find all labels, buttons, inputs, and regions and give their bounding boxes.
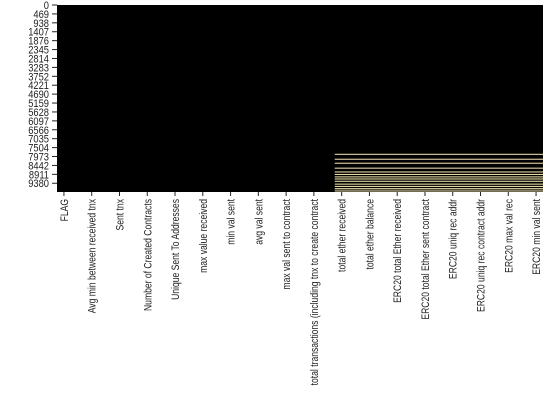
y-tick-label: 4221: [28, 81, 49, 93]
x-tick-label: Unique Sent To Addresses: [170, 199, 182, 300]
x-tick-label: FLAG: [59, 199, 71, 221]
y-tick-label: 1407: [28, 27, 49, 39]
x-tick-label: max value received: [198, 199, 210, 273]
y-tick-label: 4690: [28, 90, 49, 102]
y-tick-label: 2814: [28, 54, 49, 66]
x-tick-label: ERC20 max val rec: [503, 199, 515, 273]
y-tick-label: 5628: [28, 107, 49, 119]
missing-cell-band: [334, 183, 543, 185]
y-tick-label: 2345: [28, 45, 49, 57]
y-tick-label: 6097: [28, 116, 49, 128]
x-tick-label: ERC20 min val sent: [531, 199, 543, 275]
missing-cell-band: [334, 185, 543, 187]
x-tick-label: total ether received: [337, 199, 349, 272]
x-tick-label: max val sent to contract: [281, 199, 293, 290]
y-tick-label: 5159: [28, 98, 49, 110]
x-tick-label: total transactions (including tnx to cre…: [309, 199, 321, 386]
missing-cell-band: [334, 190, 543, 192]
x-tick-label: avg val sent: [253, 199, 265, 245]
x-tick-label: ERC20 total Ether sent contract: [420, 199, 432, 320]
x-tick-label: Number of Created Contracts: [142, 199, 154, 311]
y-tick-label: 469: [33, 9, 49, 21]
x-tick-label: Sent tnx: [115, 199, 127, 231]
x-tick-label: Avg min between received tnx: [87, 199, 99, 313]
y-tick-label: 1876: [28, 36, 49, 48]
x-tick-label: min val sent: [226, 199, 238, 245]
x-tick-label: ERC20 uniq rec contract addr: [476, 198, 488, 312]
x-tick-label: ERC20 uniq rec addr: [448, 198, 460, 279]
missing-cell-band: [334, 188, 543, 190]
x-tick-label: ERC20 total Ether received: [392, 199, 404, 303]
x-tick-label: total ether balance: [365, 199, 377, 270]
y-tick-label: 3752: [28, 72, 49, 84]
y-tick-label: 8911: [29, 170, 49, 182]
missing-cell-band: [334, 167, 543, 169]
missing-cell-band: [334, 171, 543, 173]
missing-cell-band: [334, 162, 543, 164]
missing-cell-band: [334, 178, 543, 180]
missing-cell-band: [334, 158, 543, 160]
y-tick-label: 3283: [28, 63, 49, 75]
y-tick-label: 7035: [28, 134, 49, 146]
heatmap-background: [57, 5, 543, 192]
y-tick-label: 938: [33, 18, 49, 30]
missing-cell-band: [334, 173, 543, 175]
y-tick-label: 7973: [28, 152, 49, 164]
missing-cell-band: [334, 180, 543, 182]
y-tick-label: 8442: [28, 161, 49, 173]
missing-cell-band: [334, 176, 543, 178]
y-tick-label: 7504: [28, 143, 49, 155]
y-tick-label: 0: [44, 0, 49, 12]
y-tick-label: 9380: [28, 179, 49, 191]
missing-cell-band: [334, 153, 543, 155]
y-tick-label: 6566: [28, 125, 49, 137]
